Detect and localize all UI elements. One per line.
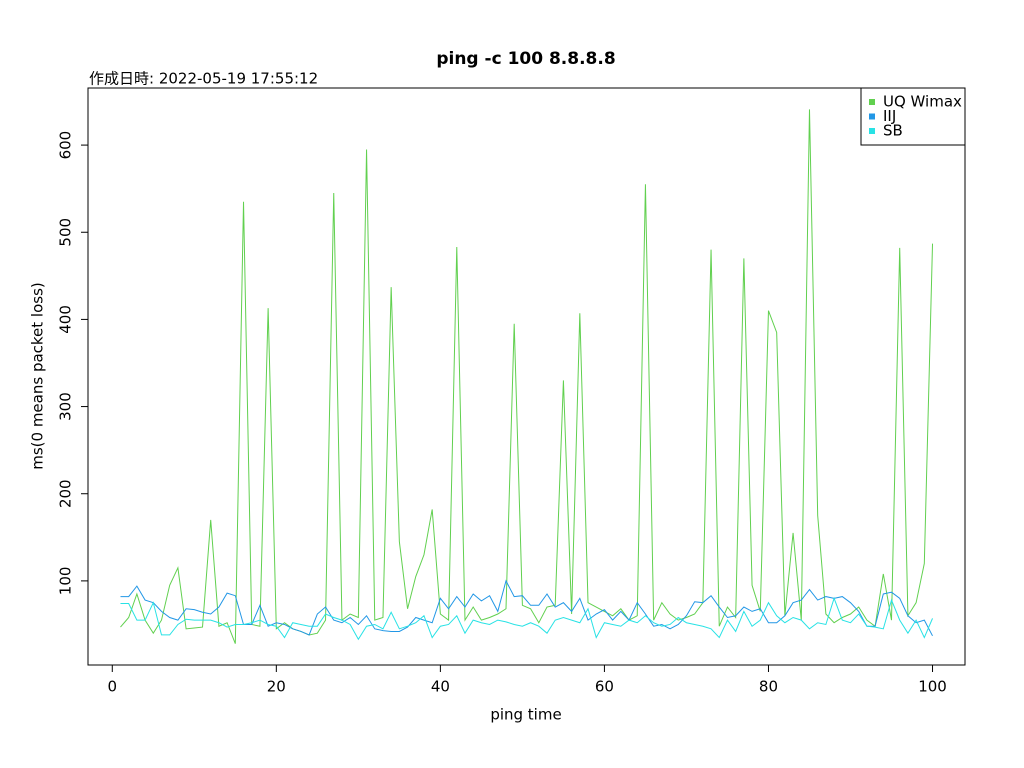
x-tick-label: 20	[267, 678, 286, 696]
legend-swatch	[869, 99, 875, 105]
y-tick-label: 600	[57, 131, 75, 160]
legend-label: SB	[883, 122, 903, 140]
legend-label: UQ Wimax	[883, 93, 962, 111]
legend-swatch	[869, 113, 875, 120]
series-line	[120, 579, 933, 637]
y-tick-label: 200	[57, 479, 75, 508]
x-tick-label: 60	[595, 678, 614, 696]
legend-swatch	[869, 128, 875, 134]
y-tick-label: 100	[57, 567, 75, 596]
x-axis-label: ping time	[490, 706, 561, 724]
x-tick-label: 80	[759, 678, 778, 696]
chart-title: ping -c 100 8.8.8.8	[436, 49, 615, 69]
x-tick-label: 0	[108, 678, 118, 696]
legend-box	[860, 87, 966, 146]
y-tick-label: 500	[57, 218, 75, 247]
plot-frame	[87, 87, 966, 666]
y-tick-label: 400	[57, 305, 75, 334]
x-tick-label: 100	[918, 678, 947, 696]
x-tick-label: 40	[431, 678, 450, 696]
subtitle: 作成日時: 2022-05-19 17:55:12	[89, 70, 318, 88]
y-tick-label: 300	[57, 392, 75, 421]
series-line	[120, 109, 934, 644]
legend-label: IIJ	[883, 107, 896, 125]
y-axis-label: ms(0 means packet loss)	[29, 282, 47, 470]
series-line	[120, 596, 933, 641]
